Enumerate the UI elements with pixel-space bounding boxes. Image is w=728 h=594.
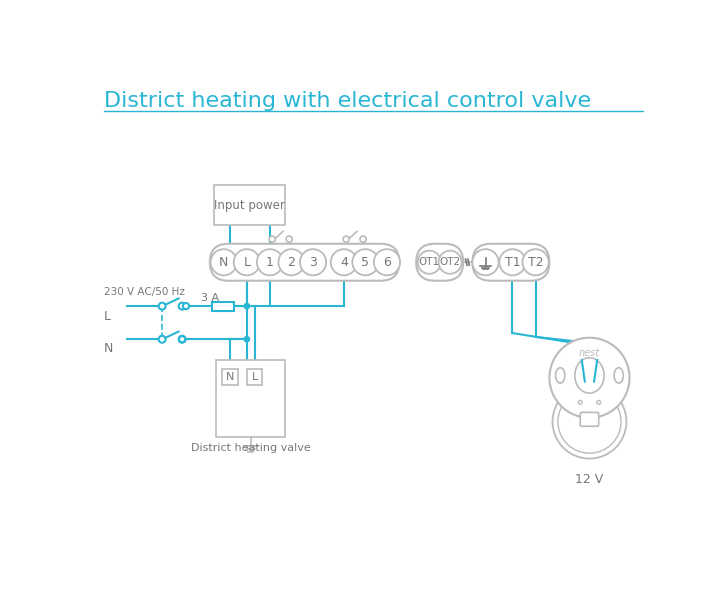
Circle shape	[374, 249, 400, 276]
Text: 3 A: 3 A	[201, 293, 219, 304]
Bar	[216, 360, 285, 437]
Circle shape	[234, 249, 260, 276]
FancyBboxPatch shape	[210, 244, 399, 281]
Ellipse shape	[614, 368, 623, 383]
Text: Input power: Input power	[215, 199, 285, 211]
Bar	[215, 185, 285, 225]
Text: N: N	[219, 256, 229, 268]
Circle shape	[553, 385, 626, 459]
Circle shape	[438, 251, 462, 274]
Circle shape	[159, 336, 165, 343]
Text: OT2: OT2	[440, 257, 461, 267]
Circle shape	[210, 249, 237, 276]
FancyBboxPatch shape	[416, 244, 463, 281]
Text: L: L	[243, 256, 250, 268]
Circle shape	[523, 249, 549, 276]
Text: 2: 2	[288, 256, 296, 268]
Text: District heating with electrical control valve: District heating with electrical control…	[103, 90, 590, 110]
Bar	[212, 302, 234, 311]
Text: nest: nest	[579, 348, 600, 358]
Text: T1: T1	[505, 256, 521, 268]
Text: 230 V AC/50 Hz: 230 V AC/50 Hz	[103, 287, 184, 297]
Circle shape	[183, 303, 189, 309]
Circle shape	[286, 236, 292, 242]
Circle shape	[179, 336, 185, 342]
Text: OT1: OT1	[419, 257, 440, 267]
Circle shape	[269, 236, 275, 242]
FancyBboxPatch shape	[472, 244, 550, 281]
FancyBboxPatch shape	[580, 412, 598, 426]
Text: 6: 6	[383, 256, 391, 268]
Circle shape	[257, 249, 283, 276]
Circle shape	[550, 338, 630, 418]
Ellipse shape	[575, 358, 604, 393]
Circle shape	[499, 249, 526, 276]
Text: 12 V: 12 V	[575, 473, 604, 486]
Circle shape	[578, 400, 582, 405]
Bar	[222, 369, 237, 385]
Circle shape	[352, 249, 379, 276]
Circle shape	[418, 251, 441, 274]
Text: T2: T2	[528, 256, 543, 268]
Text: nest: nest	[579, 411, 599, 420]
Text: 1: 1	[266, 256, 274, 268]
Circle shape	[558, 390, 621, 453]
Text: 3: 3	[309, 256, 317, 268]
Circle shape	[343, 236, 349, 242]
Text: 5: 5	[361, 256, 369, 268]
Circle shape	[244, 304, 250, 309]
Circle shape	[178, 336, 186, 343]
Circle shape	[278, 249, 304, 276]
Bar	[247, 369, 262, 385]
Text: 4: 4	[340, 256, 348, 268]
Circle shape	[360, 236, 366, 242]
Circle shape	[159, 303, 165, 309]
Text: L: L	[103, 309, 111, 323]
Circle shape	[472, 249, 499, 276]
Circle shape	[597, 400, 601, 405]
Text: N: N	[226, 372, 234, 382]
Circle shape	[244, 337, 250, 342]
Circle shape	[178, 303, 186, 309]
Ellipse shape	[555, 368, 565, 383]
Circle shape	[300, 249, 326, 276]
Text: District heating valve: District heating valve	[191, 443, 311, 453]
Text: L: L	[251, 372, 258, 382]
Text: N: N	[103, 342, 113, 355]
Circle shape	[331, 249, 357, 276]
